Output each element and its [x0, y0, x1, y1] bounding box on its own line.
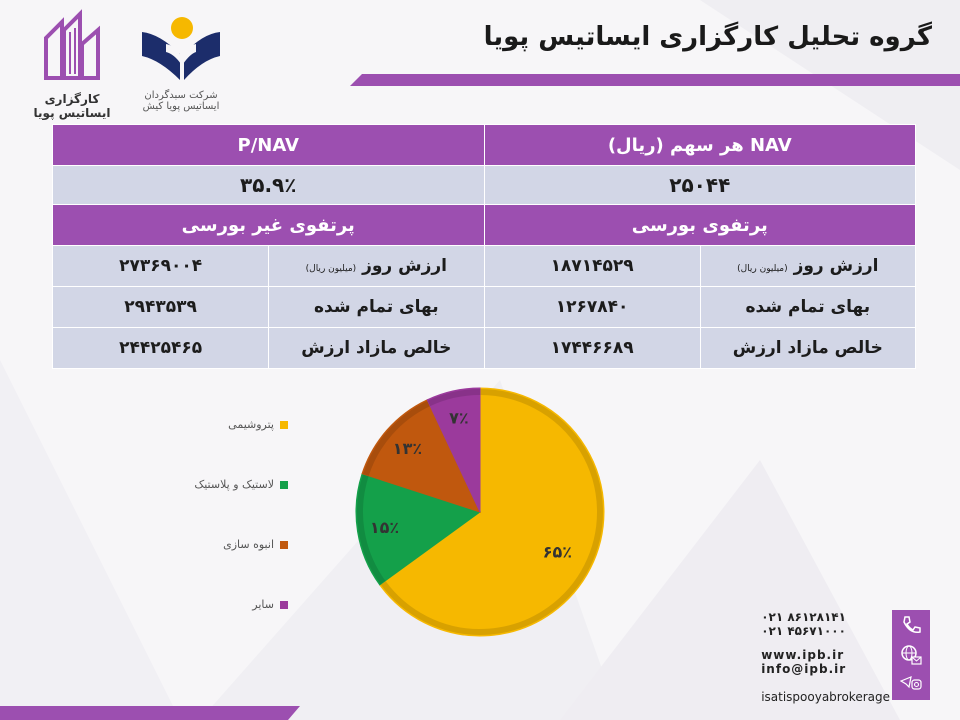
- unlisted-surplus-label: خالص مازاد ارزش: [268, 327, 485, 369]
- pnav-header: P/NAV: [52, 124, 485, 166]
- market-value-label: ارزش روز: [362, 256, 447, 276]
- unlisted-surplus: ۲۴۴۲۵۴۶۵: [51, 327, 270, 369]
- legend-item: پتروشیمی: [148, 418, 288, 431]
- unlisted-market-value: ۲۷۳۶۹۰۰۴: [51, 245, 270, 287]
- pie-slice-rim-2: [363, 400, 431, 476]
- pie-slice-rim-3: [427, 389, 481, 407]
- table-row: بهای تمام شده ۱۲۶۷۸۴۰ بهای تمام شده ۲۹۴۳…: [51, 286, 917, 328]
- pie-label-0: ۶۵٪: [543, 542, 572, 561]
- website: www.ipb.ir: [761, 648, 845, 662]
- unlisted-cost: ۲۹۴۳۵۳۹: [51, 286, 270, 328]
- phone-icon: [903, 616, 921, 634]
- legend-label-1: لاستیک و پلاستیک: [194, 478, 274, 491]
- unlisted-portfolio-header: پرتفوی غیر بورسی: [52, 204, 485, 246]
- legend-swatch-0: [280, 420, 288, 429]
- legend-swatch-2: [280, 540, 288, 549]
- page-title: گروه تحلیل کارگزاری ایساتیس پویا: [483, 22, 932, 52]
- telegram-instagram-icon: [900, 676, 922, 690]
- listed-portfolio-header: پرتفوی بورسی: [483, 204, 917, 246]
- unlisted-cost-label: بهای تمام شده: [268, 286, 485, 328]
- listed-cost: ۱۲۶۷۸۴۰: [483, 286, 701, 328]
- legend-item: انبوه سازی: [148, 538, 288, 551]
- listed-cost-label: بهای تمام شده: [699, 286, 917, 328]
- industry-pie-chart: ۶۵٪ ۱۵٪ ۱۳٪ ۷٪: [355, 387, 605, 637]
- portfolio-table: NAV هر سهم (ریال) P/NAV ۲۵۰۴۴ ۳۵.۹٪ پرتف…: [51, 124, 917, 369]
- brokerage-logo-line2: ایساتیس پویا: [33, 106, 111, 120]
- fund-manager-logo: شرکت سبدگردان ایساتیس پویا کیش: [136, 14, 226, 114]
- unlisted-market-value-label: ارزش روز (میلیون ریال): [268, 245, 485, 287]
- legend-label-0: پتروشیمی: [228, 418, 274, 431]
- contact-icon-panel: [892, 610, 930, 700]
- phone-1: ۰۲۱ ۸۶۱۲۸۱۴۱: [761, 610, 846, 624]
- pie-slice-rim-0: [380, 389, 603, 635]
- listed-surplus: ۱۷۴۴۶۶۸۹: [483, 327, 701, 369]
- pie-slice-2: [361, 399, 481, 513]
- brokerage-logo: کارگزاری ایساتیس پویا: [18, 8, 126, 120]
- listed-market-value: ۱۸۷۱۴۵۲۹: [483, 245, 701, 287]
- table-row: خالص مازاد ارزش ۱۷۴۴۶۶۸۹ خالص مازاد ارزش…: [51, 327, 917, 369]
- footer-bar: [0, 706, 300, 720]
- pnav-value: ۳۵.۹٪: [52, 165, 485, 205]
- market-value-unit: (میلیون ریال): [305, 264, 357, 274]
- phone-2: ۰۲۱ ۴۵۶۷۱۰۰۰: [761, 624, 846, 638]
- pie-label-3: ۷٪: [449, 409, 469, 428]
- nav-header: NAV هر سهم (ریال): [483, 124, 917, 166]
- pie-slice-0: [378, 387, 605, 637]
- legend-item: سایر: [148, 598, 288, 611]
- brokerage-logo-line1: کارگزاری: [44, 92, 100, 106]
- legend-swatch-3: [280, 600, 288, 609]
- email: info@ipb.ir: [761, 662, 847, 676]
- fund-manager-logo-line1: شرکت سبدگردان: [144, 90, 218, 101]
- pie-slice-rim-1: [357, 473, 386, 585]
- market-value-unit: (میلیون ریال): [737, 264, 788, 274]
- legend-item: لاستیک و پلاستیک: [148, 478, 288, 491]
- pie-label-1: ۱۵٪: [370, 518, 399, 537]
- pie-slice-1: [355, 473, 482, 586]
- pie-label-2: ۱۳٪: [393, 439, 422, 458]
- legend-label-3: سایر: [252, 598, 274, 611]
- pie-slice-3: [426, 387, 481, 513]
- fund-manager-logo-line2: ایساتیس پویا کیش: [142, 101, 220, 112]
- nav-value: ۲۵۰۴۴: [483, 165, 917, 205]
- listed-market-value-label: ارزش روز (میلیون ریال): [699, 245, 917, 287]
- instagram-handle: isatispooyabrokerage: [761, 690, 890, 704]
- web-email-icon: [901, 645, 922, 665]
- market-value-label: ارزش روز: [793, 256, 879, 276]
- listed-surplus-label: خالص مازاد ارزش: [699, 327, 917, 369]
- legend-label-2: انبوه سازی: [223, 538, 274, 551]
- contact-info: ۰۲۱ ۸۶۱۲۸۱۴۱ ۰۲۱ ۴۵۶۷۱۰۰۰ www.ipb.ir inf…: [761, 610, 890, 704]
- table-row: ارزش روز (میلیون ریال) ۱۸۷۱۴۵۲۹ ارزش روز…: [51, 245, 917, 287]
- legend-swatch-1: [280, 480, 288, 489]
- header-underline-bar: [350, 74, 960, 86]
